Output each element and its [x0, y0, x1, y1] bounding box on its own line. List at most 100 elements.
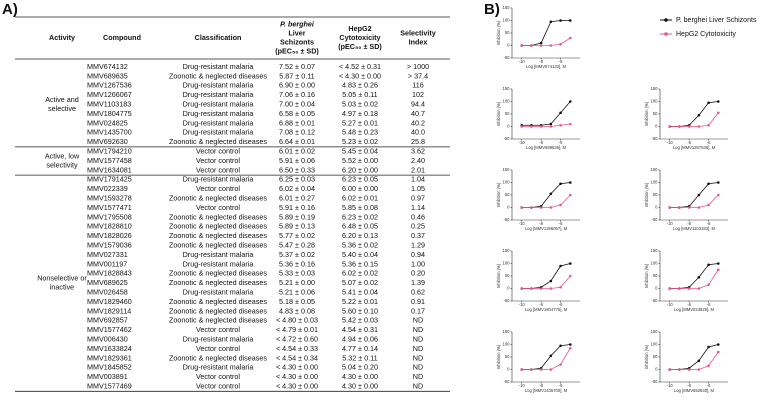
- x-axis-label: Log [MMV689635], M: [526, 145, 567, 150]
- data-point: [539, 125, 543, 128]
- table-cell: 5.40 ± 0.04: [342, 250, 378, 259]
- y-tick-label: 50: [505, 192, 510, 197]
- data-point: [668, 287, 672, 290]
- y-tick-label: 50: [653, 111, 658, 116]
- table-cell: 5.77 ± 0.02: [279, 231, 315, 240]
- table-cell: MMV1267536: [87, 81, 132, 90]
- data-point: [697, 368, 701, 371]
- x-tick-label: -6: [707, 221, 711, 226]
- data-point: [707, 345, 710, 349]
- table-cell: 7.06 ± 0.16: [279, 90, 315, 99]
- table-cell: ND: [413, 363, 423, 372]
- table-cell: 1.00: [411, 259, 425, 268]
- table-cell: 5.37 ± 0.02: [279, 250, 315, 259]
- column-header: (pEC₅₀ ± SD): [275, 46, 319, 55]
- y-tick-label: 100: [503, 99, 511, 104]
- table-cell: < 4.52 ± 0.31: [339, 62, 381, 71]
- table-cell: MMV1829460: [87, 297, 132, 306]
- y-tick-label: 100: [651, 180, 659, 185]
- data-point: [520, 125, 524, 128]
- data-point: [520, 44, 524, 47]
- data-point: [559, 19, 562, 22]
- column-header: Activity: [49, 33, 75, 42]
- data-point: [568, 122, 572, 126]
- x-axis-label: Log [MMV692630], M: [674, 388, 715, 393]
- data-point: [559, 42, 562, 46]
- table-cell: 5.22 ± 0.01: [342, 297, 378, 306]
- data-point: [549, 122, 553, 126]
- table-cell: Zoonotic & neglected diseases: [169, 137, 267, 146]
- table-cell: Zoonotic & neglected diseases: [169, 316, 267, 325]
- data-point: [678, 125, 681, 128]
- table-cell: 2.01: [411, 165, 425, 174]
- table-cell: Zoonotic & neglected diseases: [169, 71, 267, 80]
- table-cell: 5.45 ± 0.04: [342, 147, 378, 156]
- x-tick-label: -8: [687, 302, 691, 307]
- data-point: [697, 287, 701, 290]
- data-point: [716, 181, 720, 184]
- y-tick-label: 0: [655, 286, 658, 291]
- y-tick-label: -50: [503, 136, 510, 141]
- table-cell: MMV1634081: [87, 165, 132, 174]
- activity-label: selective: [48, 104, 76, 113]
- table-cell: MMV1577462: [87, 325, 132, 334]
- data-point: [568, 346, 572, 350]
- data-point: [549, 287, 553, 290]
- y-tick-label: 150: [503, 5, 511, 10]
- table-cell: Vector control: [196, 184, 240, 193]
- data-point: [668, 125, 672, 128]
- table-cell: 5.48 ± 0.23: [342, 128, 378, 137]
- curve: [521, 275, 571, 289]
- table-cell: MMV1794210: [87, 147, 132, 156]
- axis: [511, 332, 580, 383]
- data-point: [716, 268, 720, 272]
- data-point: [549, 192, 553, 196]
- data-point: [716, 350, 720, 354]
- table-cell: 6.02 ± 0.01: [342, 194, 378, 203]
- table-cell: 5.89 ± 0.19: [279, 212, 315, 221]
- y-tick-label: 100: [651, 261, 659, 266]
- y-tick-label: 150: [651, 86, 659, 91]
- data-point: [716, 111, 720, 115]
- table-cell: 5.21 ± 0.00: [279, 278, 315, 287]
- y-tick-label: 0: [507, 205, 510, 210]
- column-header: P. berghei: [280, 19, 315, 28]
- table-cell: MMV1577469: [87, 382, 132, 391]
- table-cell: MMV1577458: [87, 156, 132, 165]
- y-tick-label: -50: [651, 298, 658, 303]
- table-cell: < 4.30 ± 0.00: [339, 71, 381, 80]
- table-cell: MMV689625: [87, 278, 128, 287]
- table-cell: 40.0: [411, 128, 425, 137]
- data-point: [559, 111, 562, 115]
- table-cell: 6.25 ± 0.03: [279, 175, 315, 184]
- y-tick-label: 100: [503, 261, 511, 266]
- table-cell: MMV1266067: [87, 90, 132, 99]
- table-cell: 6.02 ± 0.02: [342, 269, 378, 278]
- data-point: [707, 101, 710, 105]
- table-cell: MMV674132: [87, 62, 128, 71]
- table-cell: 40.7: [411, 109, 425, 118]
- y-tick-label: 0: [507, 124, 510, 129]
- y-tick-label: 0: [655, 367, 658, 372]
- x-axis-label: Log [MMV1266067], M: [525, 226, 568, 231]
- y-tick-label: 50: [505, 354, 510, 359]
- table-cell: MMV1577471: [87, 203, 132, 212]
- table-cell: Zoonotic & neglected diseases: [169, 353, 267, 362]
- data-point: [530, 206, 533, 209]
- table-cell: 6.50 ± 0.33: [279, 165, 315, 174]
- y-axis-label: Inhibition (%): [496, 263, 501, 288]
- x-tick-label: -10: [667, 302, 674, 307]
- curve: [669, 269, 719, 289]
- y-tick-label: 50: [505, 273, 510, 278]
- table-cell: MMV689635: [87, 71, 128, 80]
- table-cell: MMV1435700: [87, 128, 132, 137]
- axis: [659, 332, 728, 383]
- curve: [669, 194, 719, 208]
- table-cell: < 4.80 ± 0.03: [276, 316, 318, 325]
- y-axis-label: Inhibition (%): [644, 101, 649, 126]
- table-cell: < 4.72 ± 0.60: [276, 335, 318, 344]
- table-cell: < 4.30 ± 0.00: [276, 382, 318, 391]
- x-tick-label: -8: [687, 383, 691, 388]
- data-point: [549, 20, 553, 24]
